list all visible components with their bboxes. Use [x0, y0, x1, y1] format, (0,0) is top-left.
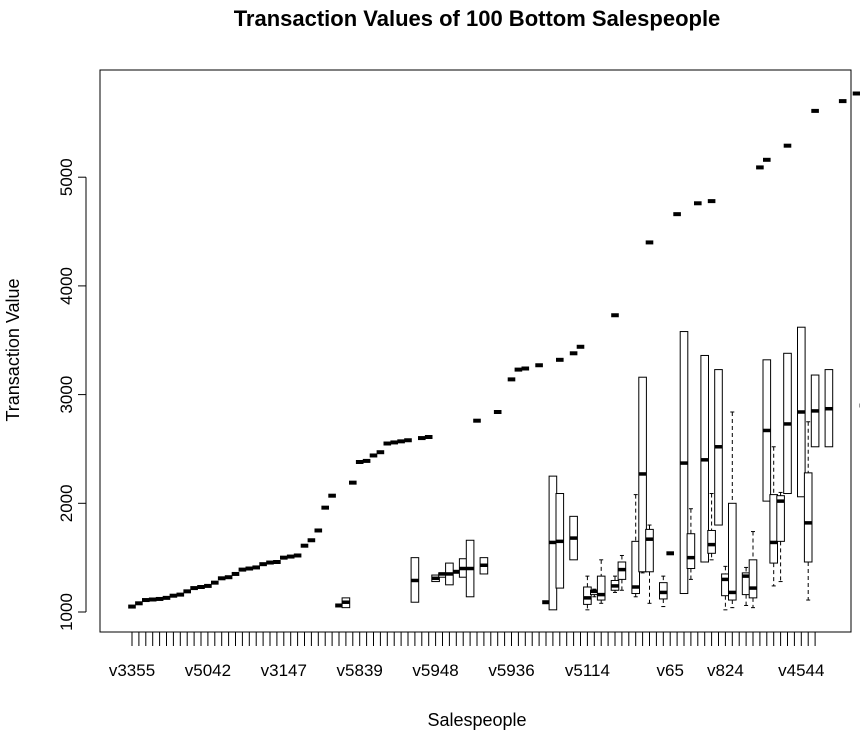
box-76	[645, 524, 654, 604]
box-69	[596, 559, 606, 604]
box-65	[569, 515, 578, 561]
x-tick-label-v5948: v5948	[412, 661, 458, 680]
box-84	[700, 354, 710, 563]
box-71	[610, 575, 620, 593]
x-tick-label-v65: v65	[656, 661, 683, 680]
box-50	[465, 539, 475, 598]
chart-marks	[128, 91, 860, 611]
box-91-body	[748, 559, 758, 599]
y-tick-label-5000: 5000	[57, 158, 76, 196]
box-81	[679, 331, 689, 595]
box-100	[810, 374, 820, 448]
box-52	[479, 557, 489, 575]
box-96	[783, 352, 792, 495]
box-67-body	[583, 586, 592, 605]
box-99	[803, 421, 813, 601]
box-47	[445, 562, 454, 586]
box-86	[714, 369, 723, 526]
box-78	[659, 575, 668, 608]
box-75	[638, 376, 647, 574]
box-99-body	[803, 472, 813, 563]
y-tick-label-4000: 4000	[57, 267, 76, 305]
box-91	[748, 531, 758, 609]
y-axis: 1000 2000 3000 4000 5000	[57, 158, 87, 631]
x-tick-label-v824: v824	[707, 661, 744, 680]
x-tick-label-v5839: v5839	[337, 661, 383, 680]
box-69-body	[596, 575, 606, 601]
box-95-body	[776, 495, 785, 542]
box-42	[410, 557, 420, 603]
chart-title: Transaction Values of 100 Bottom Salespe…	[234, 6, 721, 31]
box-45	[431, 574, 440, 583]
box-67	[583, 575, 592, 611]
x-tick-label-v3355: v3355	[109, 661, 155, 680]
box-88	[728, 411, 737, 609]
box-85-body	[707, 529, 716, 554]
box-93	[762, 359, 772, 502]
y-tick-label-2000: 2000	[57, 484, 76, 522]
box-95	[776, 491, 785, 583]
box-88-body	[728, 502, 737, 601]
x-tick-label-v4544: v4544	[778, 661, 824, 680]
box-102	[824, 369, 834, 448]
box-85	[707, 493, 716, 561]
plot-frame	[99, 69, 852, 633]
x-tick-label-v5114: v5114	[565, 661, 610, 680]
box-63	[555, 493, 565, 589]
x-tick-label-v5042: v5042	[185, 661, 231, 680]
box-76-body	[645, 528, 654, 573]
box-82	[686, 508, 696, 580]
x-axis: v3355 v5042 v3147 v5839 v5948 v5936 v5114 v65 v8…	[109, 631, 824, 680]
y-tick-label-3000: 3000	[57, 376, 76, 414]
x-tick-label-v5936: v5936	[488, 661, 534, 680]
box-98	[797, 326, 806, 498]
y-tick-label-1000: 1000	[57, 593, 76, 631]
x-tick-label-v3147: v3147	[261, 661, 307, 680]
x-axis-label: Salespeople	[427, 710, 526, 730]
box-87	[721, 565, 730, 611]
box-82-body	[686, 533, 696, 570]
box-32	[341, 597, 351, 609]
y-axis-label: Transaction Value	[3, 278, 23, 421]
box-72	[617, 554, 627, 591]
